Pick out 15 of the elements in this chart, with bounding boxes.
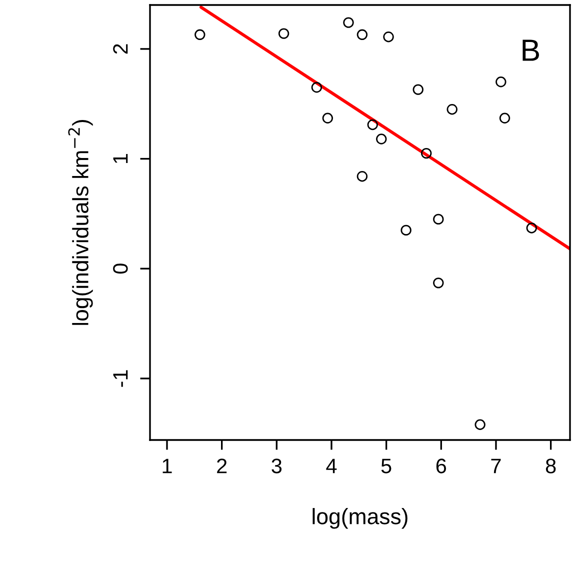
x-axis-title: log(mass) xyxy=(312,508,408,529)
x-tick-label: 3 xyxy=(272,458,282,474)
x-tick-label: 8 xyxy=(546,458,556,474)
x-tick-label: 5 xyxy=(381,458,392,474)
x-tick-label: 7 xyxy=(491,458,501,474)
x-tick-label: 4 xyxy=(326,458,337,474)
x-tick-label: 6 xyxy=(436,458,446,474)
y-tick-label: -1 xyxy=(113,370,128,387)
annotation: B xyxy=(522,40,539,61)
y-axis-title: log(individuals km$^{−2}$) xyxy=(68,120,93,325)
x-tick-label: 1 xyxy=(162,458,172,474)
y-tick-label: 2 xyxy=(113,44,128,54)
y-tick-label: 1 xyxy=(113,154,128,163)
x-tick-label: 2 xyxy=(217,458,227,474)
y-tick-label: 0 xyxy=(113,264,128,274)
